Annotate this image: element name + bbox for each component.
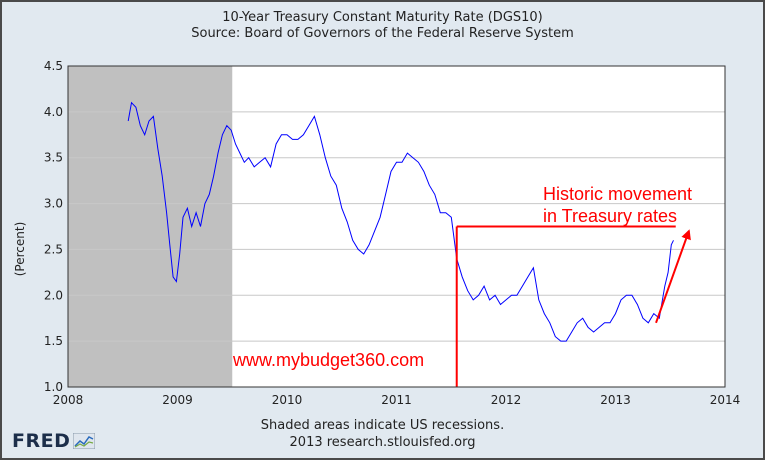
x-tick-label: 2014: [710, 393, 741, 407]
footer-source: 2013 research.stlouisfed.org: [289, 435, 476, 450]
x-tick-label: 2010: [272, 393, 303, 407]
y-tick-label: 4.0: [44, 105, 63, 119]
fred-chart-icon: [73, 433, 96, 449]
x-tick-label: 2008: [53, 393, 84, 407]
footer-recession-note: Shaded areas indicate US recessions.: [260, 418, 505, 433]
grid: [68, 111, 725, 342]
fred-logo-text: FRED: [12, 430, 71, 452]
chart-title: 10-Year Treasury Constant Maturity Rate …: [222, 10, 543, 25]
plot-border: [67, 65, 726, 388]
y-tick-label: 1.0: [44, 380, 63, 394]
annotation-historic-line2: in Treasury rates: [543, 206, 677, 226]
y-tick-label: 1.5: [44, 334, 63, 348]
x-tick-label: 2009: [162, 393, 193, 407]
series-line: [127, 101, 674, 342]
recession-band: [68, 66, 233, 387]
y-tick-label: 3.0: [44, 197, 63, 211]
annotation-historic-line1: Historic movement: [543, 184, 692, 204]
x-tick-label: 2012: [491, 393, 522, 407]
y-tick-labels: 1.0 1.5 2.0 2.5 3.0 3.5 4.0 4.5: [44, 59, 63, 394]
x-tick-label: 2011: [381, 393, 412, 407]
y-tick-label: 4.5: [44, 59, 63, 73]
y-tick-label: 3.5: [44, 151, 63, 165]
y-tick-label: 2.5: [44, 242, 63, 256]
y-tick-label: 2.0: [44, 288, 63, 302]
annotation-website: www.mybudget360.com: [232, 350, 424, 370]
fred-logo: FRED: [12, 430, 96, 452]
chart-subtitle: Source: Board of Governors of the Federa…: [191, 26, 574, 41]
x-tick-label: 2013: [600, 393, 631, 407]
x-tick-labels: 2008 2009 2010 2011 2012 2013 2014: [53, 393, 741, 407]
annotation-arrow: [655, 229, 691, 324]
